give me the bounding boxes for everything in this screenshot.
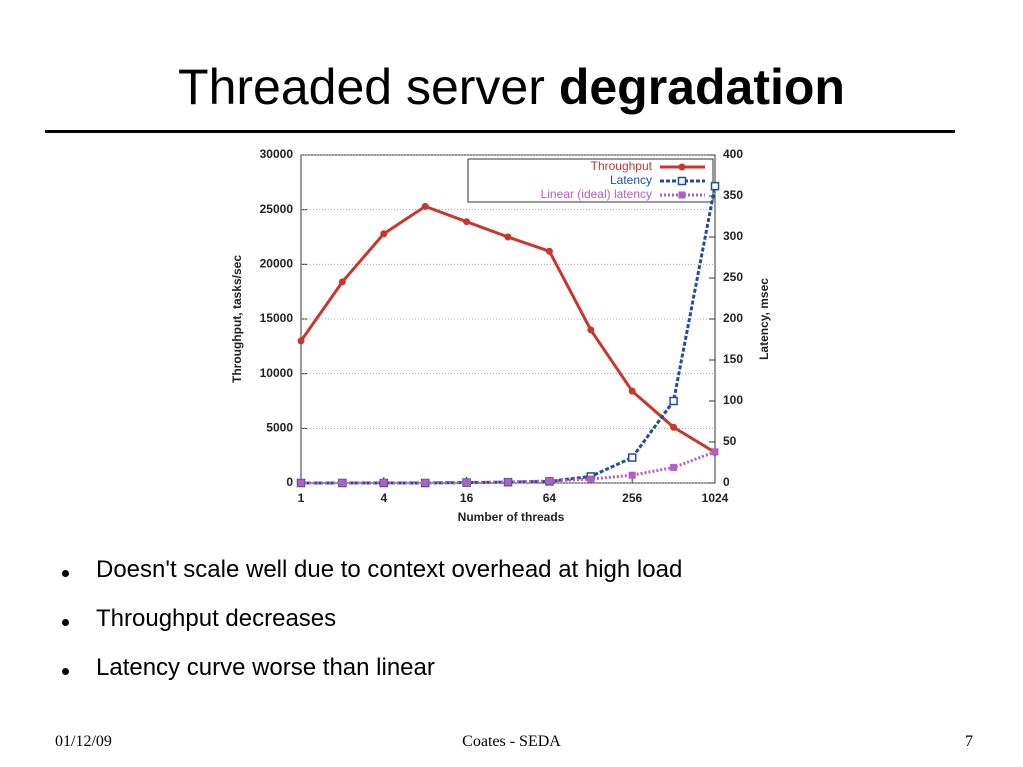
point — [421, 202, 429, 210]
x-tick-label: 1 — [298, 491, 305, 505]
title-emphasis: degradation — [558, 59, 845, 115]
point — [421, 479, 429, 487]
legend-label: Throughput — [591, 159, 653, 173]
series-line — [299, 204, 716, 454]
point — [297, 479, 305, 487]
point — [627, 453, 637, 462]
point — [380, 230, 388, 238]
footer-date: 01/12/09 — [55, 733, 112, 750]
legend-marker — [678, 191, 686, 199]
chart: Number of threads Throughput, tasks/sec … — [230, 147, 771, 524]
y2-tick-label: 400 — [723, 147, 743, 161]
title-rule — [45, 130, 955, 133]
y-tick-label: 30000 — [260, 147, 294, 161]
footer-page: 7 — [965, 733, 973, 750]
point — [711, 448, 719, 456]
y2-tick-label: 100 — [723, 393, 743, 407]
legend-label: Latency — [610, 173, 652, 187]
y-tick-label: 0 — [286, 475, 293, 489]
point — [380, 479, 388, 487]
bullet: Doesn't scale well due to context overhe… — [60, 556, 682, 605]
point — [338, 479, 346, 487]
y2-tick-label: 200 — [723, 311, 743, 325]
footer-center: Coates - SEDA — [462, 733, 561, 750]
title-prefix: Threaded server — [178, 59, 545, 115]
point — [463, 218, 471, 226]
y-tick-label: 25000 — [260, 202, 294, 216]
x-tick-label: 16 — [460, 491, 474, 505]
point — [545, 247, 553, 255]
point — [297, 337, 305, 345]
y-tick-label: 15000 — [260, 311, 294, 325]
y2-axis-label: Latency, msec — [757, 278, 771, 360]
y2-tick-label: 250 — [723, 270, 743, 284]
x-tick-label: 256 — [622, 491, 642, 505]
y-tick-label: 5000 — [266, 421, 293, 435]
point — [628, 387, 636, 395]
y2-tick-label: 150 — [723, 352, 743, 366]
bullet: Throughput decreases — [60, 605, 682, 654]
point — [504, 233, 512, 241]
y2-tick-label: 350 — [723, 188, 743, 202]
y2-tick-label: 300 — [723, 229, 743, 243]
x-axis-label: Number of threads — [458, 510, 565, 524]
point — [710, 181, 720, 191]
point — [463, 479, 471, 487]
point — [504, 478, 512, 486]
point — [587, 475, 595, 483]
y-tick-label: 20000 — [260, 257, 294, 271]
x-tick-label: 1024 — [702, 491, 729, 505]
point — [628, 471, 636, 479]
point — [338, 278, 346, 286]
y2-tick-label: 0 — [723, 475, 730, 489]
slide-title: Threaded server degradation — [0, 58, 1023, 116]
y-tick-label: 10000 — [260, 366, 294, 380]
series-line — [301, 185, 717, 485]
x-tick-label: 64 — [543, 491, 557, 505]
point — [669, 396, 678, 406]
series-line — [300, 450, 716, 485]
y-axis-label: Throughput, tasks/sec — [230, 255, 244, 383]
point — [670, 463, 678, 471]
bullet-list: Doesn't scale well due to context overhe… — [60, 556, 682, 703]
point — [545, 477, 553, 485]
x-tick-label: 4 — [380, 491, 387, 505]
point — [587, 326, 595, 334]
legend-marker — [678, 163, 686, 171]
point — [670, 423, 678, 431]
legend-marker — [677, 176, 687, 186]
y2-tick-label: 50 — [723, 434, 737, 448]
bullet: Latency curve worse than linear — [60, 654, 682, 703]
legend-label: Linear (ideal) latency — [541, 187, 652, 201]
